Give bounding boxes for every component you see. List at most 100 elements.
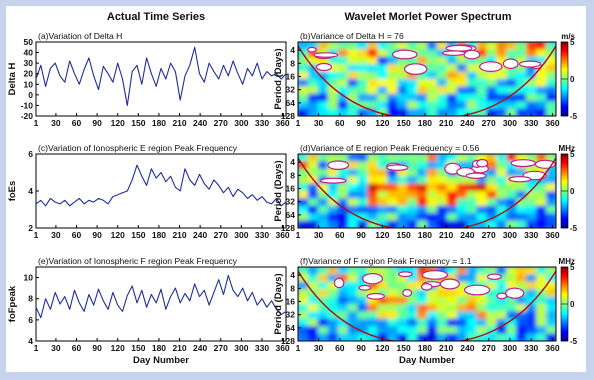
heatmap-cell bbox=[427, 93, 438, 102]
x-tick-label: 120 bbox=[111, 118, 125, 128]
heatmap-cell bbox=[427, 56, 438, 65]
heatmap-cell bbox=[516, 101, 527, 110]
heatmap-cell bbox=[546, 86, 556, 95]
heatmap-cell bbox=[307, 267, 319, 275]
heatmap-cell bbox=[357, 108, 368, 116]
heatmap-cell bbox=[496, 79, 507, 87]
heatmap-cell bbox=[367, 71, 378, 80]
heatmap-cell bbox=[298, 168, 309, 177]
heatmap-cell bbox=[337, 64, 349, 73]
significance-contour bbox=[333, 277, 345, 289]
heatmap-cell bbox=[486, 56, 497, 65]
heatmap-cell bbox=[516, 326, 527, 335]
y-tick-label: 8 bbox=[28, 294, 33, 304]
heatmap-cell bbox=[446, 318, 458, 327]
x-tick-label: 360 bbox=[275, 230, 289, 240]
x-tick-label: 30 bbox=[51, 343, 61, 353]
significance-contour bbox=[404, 63, 428, 75]
heatmap-cell bbox=[387, 318, 398, 327]
heatmap-cell bbox=[486, 93, 497, 102]
x-tick-label: 360 bbox=[275, 118, 289, 128]
heatmap-cell bbox=[446, 296, 458, 305]
heatmap-cell bbox=[367, 93, 378, 102]
heatmap-cell bbox=[307, 304, 319, 312]
heatmap-cell bbox=[407, 176, 418, 185]
heatmap-cell bbox=[347, 161, 359, 170]
heatmap-cell bbox=[367, 86, 378, 95]
significance-contour bbox=[421, 270, 448, 280]
heatmap-cell bbox=[496, 267, 507, 275]
heatmap-cell bbox=[417, 311, 428, 320]
x-tick-label: 240 bbox=[460, 118, 474, 128]
heatmap-cell bbox=[466, 64, 478, 73]
heatmap-cell bbox=[476, 56, 488, 65]
heatmap-cell bbox=[516, 267, 527, 275]
y-tick-label: 6 bbox=[28, 315, 33, 325]
heatmap-cell bbox=[367, 154, 378, 162]
heatmap-cell bbox=[347, 191, 359, 199]
heatmap-cell bbox=[456, 101, 468, 110]
heatmap-cell bbox=[526, 311, 537, 320]
heatmap-cell bbox=[536, 281, 547, 290]
heatmap-cell bbox=[446, 304, 458, 312]
heatmap-cell bbox=[546, 198, 556, 207]
heatmap-cell bbox=[317, 79, 329, 87]
heatmap-cell bbox=[327, 220, 339, 228]
heatmap-cell bbox=[367, 205, 378, 214]
significance-contour bbox=[391, 49, 418, 60]
heatmap-cell bbox=[407, 289, 418, 298]
heatmap-cell bbox=[327, 42, 339, 50]
heatmap-cell bbox=[496, 71, 507, 80]
heatmap-cell bbox=[516, 220, 527, 228]
heatmap-cell bbox=[367, 42, 378, 50]
heatmap-cell bbox=[327, 311, 339, 320]
heatmap-cell bbox=[337, 289, 349, 298]
heatmap-cell bbox=[546, 64, 556, 73]
heatmap-cell bbox=[476, 42, 488, 50]
heatmap-cell bbox=[427, 86, 438, 95]
heatmap-cell bbox=[407, 161, 418, 170]
heatmap-cell bbox=[317, 191, 329, 199]
heatmap-cell bbox=[486, 42, 497, 50]
heatmap-cell bbox=[466, 56, 478, 65]
heatmap-cell bbox=[436, 333, 448, 341]
plot-frame bbox=[297, 266, 557, 342]
heatmap-cell bbox=[456, 333, 468, 341]
heatmap-cell bbox=[486, 267, 497, 275]
x-tick-label: 360 bbox=[545, 343, 559, 353]
heatmap-cell bbox=[387, 191, 398, 199]
heatmap-cell bbox=[526, 176, 537, 185]
heatmap-cell bbox=[407, 205, 418, 214]
heatmap-cell bbox=[486, 326, 497, 335]
x-tick-label: 360 bbox=[275, 343, 289, 353]
heatmap-cell bbox=[526, 154, 537, 162]
heatmap-cell bbox=[486, 154, 497, 162]
heatmap-cell bbox=[327, 93, 339, 102]
heatmap-cell bbox=[506, 191, 517, 199]
heatmap-cell bbox=[436, 86, 448, 95]
heatmap-cell bbox=[387, 304, 398, 312]
heatmap-cell bbox=[496, 220, 507, 228]
heatmap-cell bbox=[486, 49, 497, 58]
heatmap-cell bbox=[347, 154, 359, 162]
heatmap-cell bbox=[546, 318, 556, 327]
heatmap-cell bbox=[456, 213, 468, 222]
x-tick-label: 30 bbox=[314, 343, 324, 353]
heatmap-cell bbox=[486, 220, 497, 228]
heatmap-cell bbox=[377, 168, 388, 177]
heatmap-cell bbox=[367, 281, 378, 290]
x-tick-label: 90 bbox=[92, 118, 102, 128]
y-tick-label: 10 bbox=[24, 273, 34, 283]
heatmap-cell bbox=[456, 64, 468, 73]
heatmap-cell bbox=[486, 168, 497, 177]
heatmap-cell bbox=[536, 205, 547, 214]
x-tick-label: 90 bbox=[356, 230, 366, 240]
heatmap-cell bbox=[476, 154, 488, 162]
y-tick-label: 64 bbox=[286, 210, 296, 220]
heatmap-cell bbox=[546, 281, 556, 290]
heatmap-cell bbox=[387, 274, 398, 283]
x-tick-label: 270 bbox=[482, 343, 496, 353]
x-tick-label: 150 bbox=[397, 118, 411, 128]
x-tick-label: 60 bbox=[335, 343, 345, 353]
heatmap-cell bbox=[476, 49, 488, 58]
